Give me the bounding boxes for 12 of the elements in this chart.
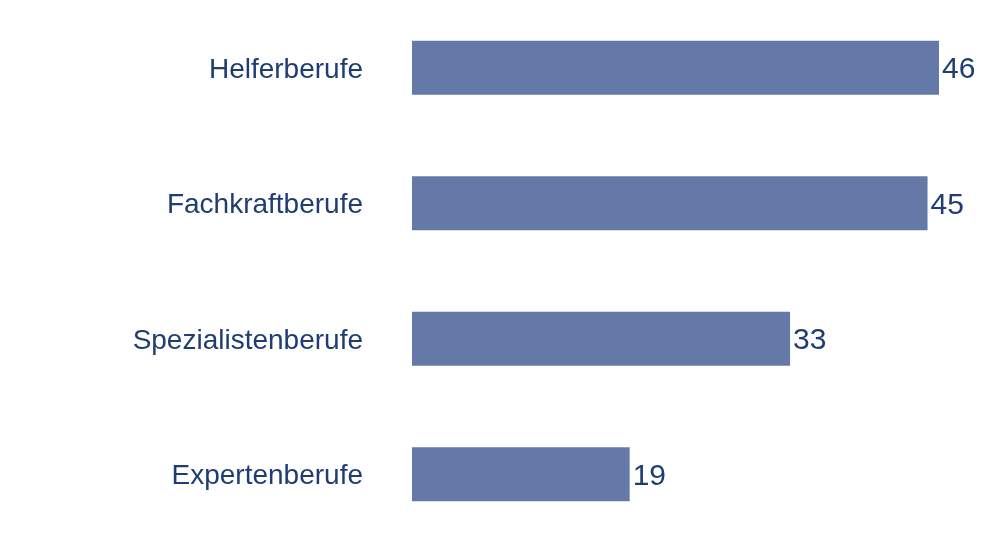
y-tick-label: Helferberufe (208, 52, 363, 84)
bar (412, 176, 928, 231)
data-label: 46 (942, 51, 976, 85)
bar (412, 447, 630, 502)
y-tick-label: Expertenberufe (171, 459, 363, 491)
data-label: 33 (793, 322, 827, 356)
data-label: 45 (930, 186, 964, 220)
y-tick-label: Fachkraftberufe (166, 188, 363, 220)
y-tick-label: Spezialistenberufe (132, 323, 363, 355)
bar (412, 311, 791, 366)
data-label: 19 (632, 457, 667, 491)
bar (412, 40, 939, 95)
